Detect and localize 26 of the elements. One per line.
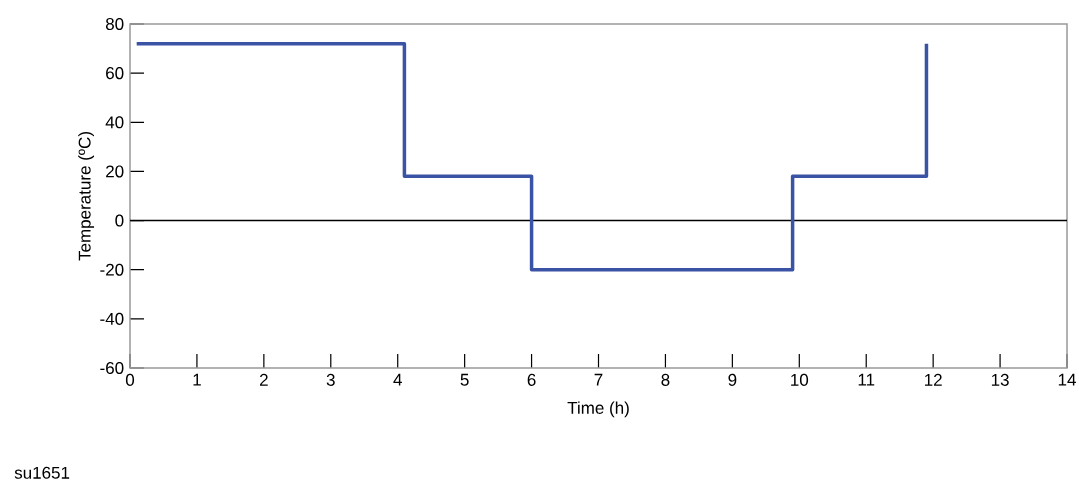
y-tick-label: -40 xyxy=(100,312,124,325)
x-tick-label: 2 xyxy=(260,373,268,386)
x-tick-label: 8 xyxy=(661,373,670,386)
x-tick-label: 1 xyxy=(193,373,201,386)
x-tick-label: 0 xyxy=(125,373,135,386)
x-tick-label: 12 xyxy=(925,373,942,386)
x-tick-label: 10 xyxy=(791,373,809,386)
y-tick-label: 20 xyxy=(106,165,124,178)
x-tick-label: 14 xyxy=(1058,373,1076,386)
x-tick-label: 9 xyxy=(728,373,737,386)
y-tick-label: 40 xyxy=(105,116,124,129)
x-tick-label: 11 xyxy=(858,373,875,386)
y-tick-label: -60 xyxy=(100,361,124,375)
y-tick-label: 60 xyxy=(106,67,124,80)
text: su1651 xyxy=(14,466,70,479)
x-tick-label: 3 xyxy=(326,373,335,386)
x-tick-label: 6 xyxy=(527,373,536,386)
x-axis-title: Time (h) xyxy=(567,401,629,418)
y-tick-label: 80 xyxy=(105,17,124,31)
x-tick-label: 7 xyxy=(594,373,603,386)
x-tick-label: 5 xyxy=(460,373,469,386)
y-tick-label: 0 xyxy=(115,214,124,227)
y-axis-title: Temperature (ºC) xyxy=(78,132,95,261)
x-tick-label: 13 xyxy=(991,373,1009,386)
x-tick-label: 4 xyxy=(393,373,402,386)
y-tick-label: -20 xyxy=(100,263,124,276)
